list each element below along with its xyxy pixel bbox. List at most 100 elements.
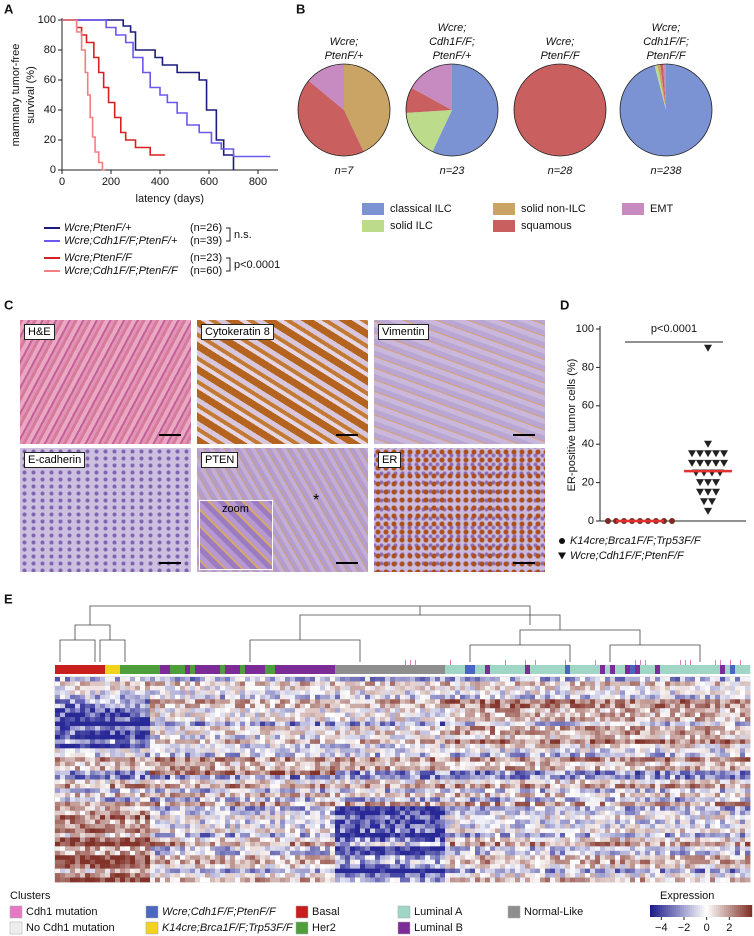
heatmap-cell [320,806,325,811]
heatmap-cell [435,717,440,722]
heatmap-cell [295,739,300,744]
heatmap-cell [415,780,420,785]
heatmap-cell [325,802,330,807]
heatmap-cell [310,829,315,834]
heatmap-cell [200,713,205,718]
heatmap-cell [240,775,245,780]
heatmap-cell [90,797,95,802]
heatmap-cell [470,788,475,793]
heatmap-cell [255,811,260,816]
heatmap-cell [450,833,455,838]
heatmap-cell [235,708,240,713]
heatmap-cell [475,820,480,825]
heatmap-cell [505,722,510,727]
heatmap-cell [495,775,500,780]
heatmap-cell [310,677,315,682]
heatmap-cell [270,739,275,744]
heatmap-cell [555,873,560,878]
heatmap-cell [70,860,75,865]
heatmap-cell [530,846,535,851]
heatmap-cell [90,704,95,709]
heatmap-cell [480,686,485,691]
heatmap-cell [440,713,445,718]
heatmap-cell [220,780,225,785]
heatmap-cell [170,797,175,802]
heatmap-cell [275,744,280,749]
annotation: p<0.0001 [234,259,280,271]
heatmap-cell [510,806,515,811]
heatmap-cell [375,775,380,780]
heatmap-cell [130,820,135,825]
heatmap-cell [180,739,185,744]
heatmap-cell [155,726,160,731]
heatmap-cell [95,704,100,709]
heatmap-cell [375,864,380,869]
pie-slice [514,64,606,156]
heatmap-cell [165,699,170,704]
heatmap-cell [395,708,400,713]
heatmap-cell [195,878,200,883]
cluster-bar [410,665,415,674]
heatmap-cell [520,878,525,883]
heatmap-cell [245,735,250,740]
heatmap-cell [305,793,310,798]
heatmap-cell [65,806,70,811]
legend-label: Wcre;Cdh1F/F;PtenF/F [570,550,685,562]
heatmap-cell [330,686,335,691]
heatmap-cell [200,837,205,842]
heatmap-cell [120,699,125,704]
heatmap-cell [415,846,420,851]
heatmap-cell [365,793,370,798]
heatmap-cell [195,855,200,860]
heatmap-cell [155,695,160,700]
heatmap-cell [65,695,70,700]
heatmap-cell [405,824,410,829]
heatmap-cell [560,829,565,834]
cluster-bar [325,665,330,674]
heatmap-cell [290,806,295,811]
heatmap-cell [340,744,345,749]
heatmap-cell [280,802,285,807]
heatmap-cell [150,855,155,860]
heatmap-cell [60,833,65,838]
heatmap-cell [375,811,380,816]
heatmap-cell [170,811,175,816]
heatmap-cell [295,735,300,740]
heatmap-cell [135,753,140,758]
heatmap-cell [425,837,430,842]
heatmap-cell [285,829,290,834]
heatmap-cell [295,748,300,753]
heatmap-cell [215,878,220,883]
heatmap-cell [285,780,290,785]
heatmap-cell [255,802,260,807]
heatmap-cell [120,713,125,718]
cluster-bar [60,665,65,674]
heatmap-cell [535,690,540,695]
heatmap-cell [110,695,115,700]
heatmap-cell [55,757,60,762]
cluster-bar [110,665,115,674]
heatmap-cell [245,753,250,758]
heatmap-cell [65,775,70,780]
heatmap-cell [65,846,70,851]
heatmap-cell [305,788,310,793]
heatmap-cell [125,788,130,793]
heatmap-cell [140,780,145,785]
heatmap-cell [310,757,315,762]
heatmap-cell [345,820,350,825]
heatmap-cell [225,722,230,727]
heatmap-cell [385,739,390,744]
heatmap-cell [215,757,220,762]
heatmap-cell [430,815,435,820]
heatmap-cell [450,780,455,785]
heatmap-cell [525,837,530,842]
cluster-bar [395,665,400,674]
heatmap-cell [465,708,470,713]
heatmap-cell [440,762,445,767]
heatmap-cell [415,681,420,686]
heatmap-cell [425,846,430,851]
heatmap-cell [60,846,65,851]
heatmap-cell [55,837,60,842]
heatmap-cell [155,842,160,847]
heatmap-cell [390,744,395,749]
